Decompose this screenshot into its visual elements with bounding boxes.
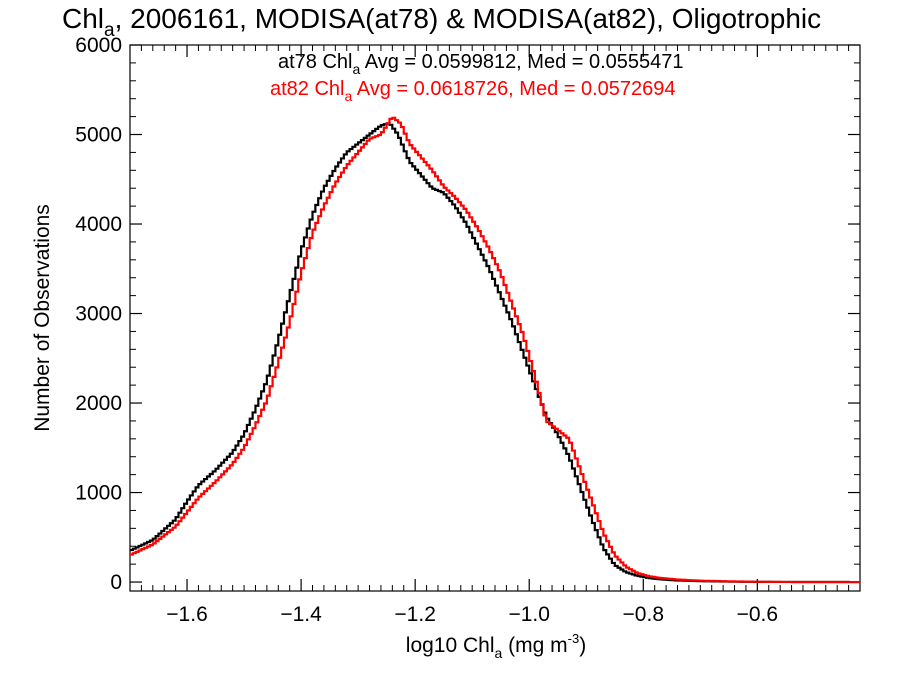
x-axis-label-end: ) <box>579 634 586 657</box>
y-tick-label: 0 <box>110 571 122 594</box>
y-tick-label: 4000 <box>75 213 122 236</box>
x-tick-label: −0.6 <box>737 603 778 626</box>
legend-at82-prefix: at82 Chl <box>270 78 345 100</box>
x-axis-ticks <box>129 45 861 591</box>
x-axis-label-sub: a <box>495 645 503 661</box>
x-axis-label-mid: (mg m <box>502 634 567 657</box>
y-tick-label: 1000 <box>75 482 122 505</box>
legend-at82-sub: a <box>345 88 353 104</box>
legend-entry-at78: at78 Chla Avg = 0.0599812, Med = 0.05554… <box>278 51 684 77</box>
x-tick-label: −1.6 <box>166 603 207 626</box>
legend-at78-prefix: at78 Chl <box>278 51 353 73</box>
legend-at78-sub: a <box>353 61 361 77</box>
x-tick-label: −1.0 <box>508 603 549 626</box>
y-axis-label: Number of Observations <box>31 204 54 432</box>
y-tick-label: 3000 <box>75 303 122 326</box>
plot-frame <box>129 44 861 592</box>
chart-title-rest: , 2006161, MODISA(at78) & MODISA(at82), … <box>115 3 822 34</box>
y-tick-label: 5000 <box>75 124 122 147</box>
x-axis-label: log10 Chla (mg m-3) <box>406 631 586 661</box>
legend-entry-at82: at82 Chla Avg = 0.0618726, Med = 0.05726… <box>270 78 676 104</box>
chart-title-sub: a <box>104 20 115 41</box>
x-axis-tick-labels: −1.6 −1.4 −1.2 −1.0 −0.8 −0.6 <box>166 603 778 626</box>
y-tick-label: 2000 <box>75 392 122 415</box>
x-tick-label: −1.4 <box>280 603 322 626</box>
x-axis-label-sup: -3 <box>568 631 580 646</box>
x-tick-label: −0.8 <box>623 603 664 626</box>
y-axis-tick-labels: 0 1000 2000 3000 4000 5000 6000 <box>75 34 122 594</box>
series-at78-line <box>130 122 860 584</box>
y-tick-label: 6000 <box>75 34 122 57</box>
legend-at82-rest: Avg = 0.0618726, Med = 0.0572694 <box>352 78 675 100</box>
series-at82-line <box>130 116 860 584</box>
chart-title: Chla, 2006161, MODISA(at78) & MODISA(at8… <box>62 3 821 41</box>
y-axis-ticks <box>130 44 860 583</box>
chart-title-prefix: Chl <box>62 3 104 34</box>
legend-at78-rest: Avg = 0.0599812, Med = 0.0555471 <box>360 51 683 73</box>
x-axis-label-prefix: log10 Chl <box>406 634 495 657</box>
x-tick-label: −1.2 <box>394 603 435 626</box>
